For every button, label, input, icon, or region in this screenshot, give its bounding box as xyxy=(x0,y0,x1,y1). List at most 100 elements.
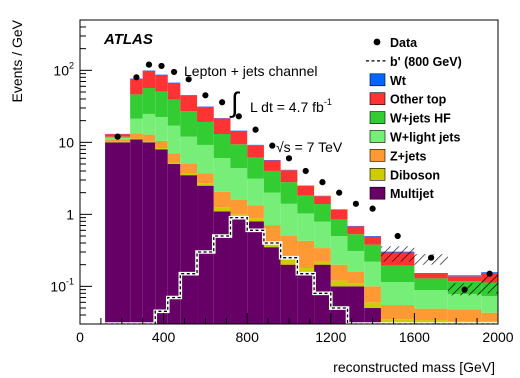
bar-diboson-480 xyxy=(180,173,198,176)
bar-w-light-jets-1440 xyxy=(380,281,415,306)
y-tick-label-10: 10 xyxy=(58,134,74,150)
bar-z-jets-1120 xyxy=(314,248,331,262)
bar-z-jets-640 xyxy=(213,191,231,208)
signal-outline xyxy=(105,215,498,324)
bar-wt-1200 xyxy=(330,209,348,210)
bar-z-jets-1360 xyxy=(364,286,381,303)
bar-other-top-560 xyxy=(197,106,214,122)
legend-marker-multijet xyxy=(369,186,386,200)
y-tick-label-1: 1 xyxy=(66,206,74,222)
y-axis: 10-1 1 10 102 xyxy=(50,19,92,325)
bar-w-jets-hf-960 xyxy=(280,182,298,204)
data-point-450 xyxy=(170,68,178,76)
data-point-520 xyxy=(185,76,192,83)
data-point-680 xyxy=(219,99,226,106)
bar-w-jets-hf-360 xyxy=(155,91,168,117)
uncertainty-hatch-1920 xyxy=(481,273,498,294)
bar-other-top-420 xyxy=(167,82,181,100)
legend: Data b' (800 GeV) Wt Other top W+jets HF W+li… xyxy=(366,36,462,201)
bar-wt-1600 xyxy=(414,273,448,274)
bar-w-light-jets-1760 xyxy=(447,294,482,310)
bar-other-top-240 xyxy=(130,78,143,95)
bar-multijet-720 xyxy=(230,217,248,324)
data-point-600 xyxy=(202,92,209,99)
bar-w-light-jets-1200 xyxy=(330,236,348,265)
bar-multijet-1280 xyxy=(347,286,365,324)
luminosity-label: L dt = 4.7 fb-1 xyxy=(250,97,332,115)
luminosity-exponent: -1 xyxy=(324,97,332,107)
data-point-760 xyxy=(235,113,242,120)
bar-wt-1760 xyxy=(447,275,482,277)
bar-other-top-1120 xyxy=(314,196,331,205)
bar-other-top-960 xyxy=(280,170,298,183)
legend-label-z-jets: Z+jets xyxy=(390,149,427,163)
bar-z-jets-1760 xyxy=(447,309,482,322)
x-tick-label-800: 800 xyxy=(236,329,260,345)
bar-diboson-560 xyxy=(197,183,214,186)
legend-marker-data xyxy=(373,38,381,46)
bar-other-top-360 xyxy=(155,74,168,92)
bar-z-jets-1440 xyxy=(380,305,415,320)
bar-w-light-jets-800 xyxy=(247,178,264,206)
energy-label: √s = 7 TeV xyxy=(276,139,343,155)
bar-z-jets-880 xyxy=(263,225,281,243)
bar-multijet-800 xyxy=(247,221,264,324)
bar-other-top-800 xyxy=(247,145,264,158)
bar-w-jets-hf-720 xyxy=(230,144,248,169)
bar-w-light-jets-1120 xyxy=(314,221,331,249)
bar-w-light-jets-300 xyxy=(142,113,156,135)
x-axis-title: reconstructed mass [GeV] xyxy=(333,359,495,375)
legend-label-w-jets-hf: W+jets HF xyxy=(390,112,451,126)
bar-multijet-960 xyxy=(280,264,298,324)
legend-marker-diboson xyxy=(369,168,386,181)
y-axis-title: Events / GeV xyxy=(9,19,25,102)
bar-w-light-jets-720 xyxy=(230,168,248,200)
bar-z-jets-300 xyxy=(142,134,156,142)
uncertainty-hatch-1440 xyxy=(380,246,415,262)
bar-w-jets-hf-420 xyxy=(167,99,181,126)
integral-symbol: ∫ xyxy=(229,87,241,118)
data-point-920 xyxy=(269,142,276,149)
data-point-1520 xyxy=(394,232,401,240)
bar-w-jets-hf-880 xyxy=(263,170,281,193)
bar-other-top-1200 xyxy=(330,209,348,220)
bar-multijet-120 xyxy=(105,142,131,324)
bar-multijet-880 xyxy=(263,247,281,324)
bar-diboson-1040 xyxy=(297,267,315,274)
bar-w-light-jets-420 xyxy=(167,125,181,154)
data-point-1240 xyxy=(336,189,343,196)
bar-w-jets-hf-1040 xyxy=(297,195,315,214)
y-tick-label-0.1: 10-1 xyxy=(50,276,74,294)
legend-label-multijet: Multijet xyxy=(390,187,435,201)
data-point-1080 xyxy=(302,167,309,175)
bar-w-jets-hf-800 xyxy=(247,157,264,179)
bar-z-jets-360 xyxy=(155,140,168,149)
bar-diboson-960 xyxy=(280,257,298,265)
bar-z-jets-1200 xyxy=(330,264,348,281)
bar-w-jets-hf-1200 xyxy=(330,219,348,237)
bar-other-top-1040 xyxy=(297,185,315,196)
data-point-1840 xyxy=(461,286,468,293)
bar-z-jets-480 xyxy=(180,164,198,174)
bar-w-light-jets-360 xyxy=(155,116,168,141)
data-point-1400 xyxy=(369,205,376,212)
bar-w-light-jets-240 xyxy=(130,118,143,134)
bar-multijet-360 xyxy=(155,149,168,324)
bar-multijet-1200 xyxy=(330,286,348,324)
legend-label-wt: Wt xyxy=(390,74,407,88)
data-point-1320 xyxy=(352,200,359,207)
channel-label: Lepton + jets channel xyxy=(184,63,318,79)
signal-line xyxy=(105,216,498,324)
bar-diboson-300 xyxy=(142,141,156,143)
bar-diboson-800 xyxy=(247,218,264,222)
legend-marker-wt xyxy=(369,73,386,87)
bar-w-jets-hf-1440 xyxy=(380,265,415,282)
bar-w-light-jets-480 xyxy=(180,136,198,165)
bar-wt-1360 xyxy=(364,236,381,237)
x-tick-label-1600: 1600 xyxy=(399,329,430,345)
bar-w-light-jets-880 xyxy=(263,192,281,226)
bar-other-top-1360 xyxy=(364,236,381,245)
bar-diboson-420 xyxy=(167,162,181,165)
bar-other-top-1760 xyxy=(447,276,482,282)
